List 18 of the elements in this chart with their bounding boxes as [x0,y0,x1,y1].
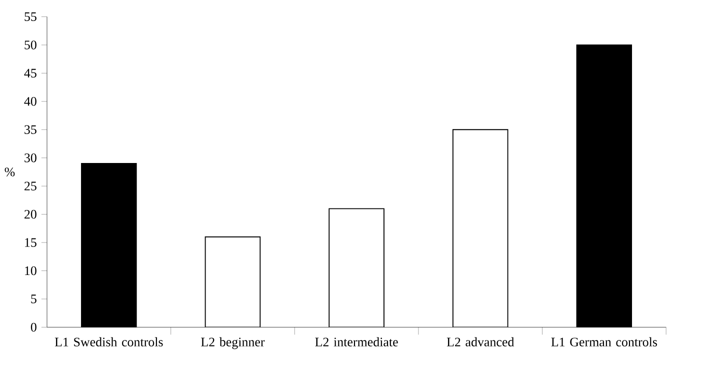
y-tick-label: 50 [24,40,36,50]
x-tick-label: L1 German controls [551,337,657,347]
y-tick-label: 25 [24,182,36,191]
y-tick-label: 15 [25,238,36,248]
x-tick-label: L1 Swedish controls [54,337,163,347]
y-tick-label: 5 [31,294,36,304]
x-tick-label: L2 intermediate [315,337,398,347]
y-tick-label: 10 [25,266,36,276]
y-tick-label: 35 [24,125,36,134]
y-tick-label: 40 [24,97,36,106]
x-tick-label: L2 advanced [446,337,514,347]
y-axis-title: % [4,168,15,177]
y-tick-label: 45 [24,69,36,78]
y-tick-label: 20 [24,210,36,219]
y-tick-label: 30 [24,154,36,162]
x-tick-label: L2 beginner [201,337,265,350]
y-tick-label: 55 [24,12,36,22]
y-tick-label: 0 [30,323,36,332]
